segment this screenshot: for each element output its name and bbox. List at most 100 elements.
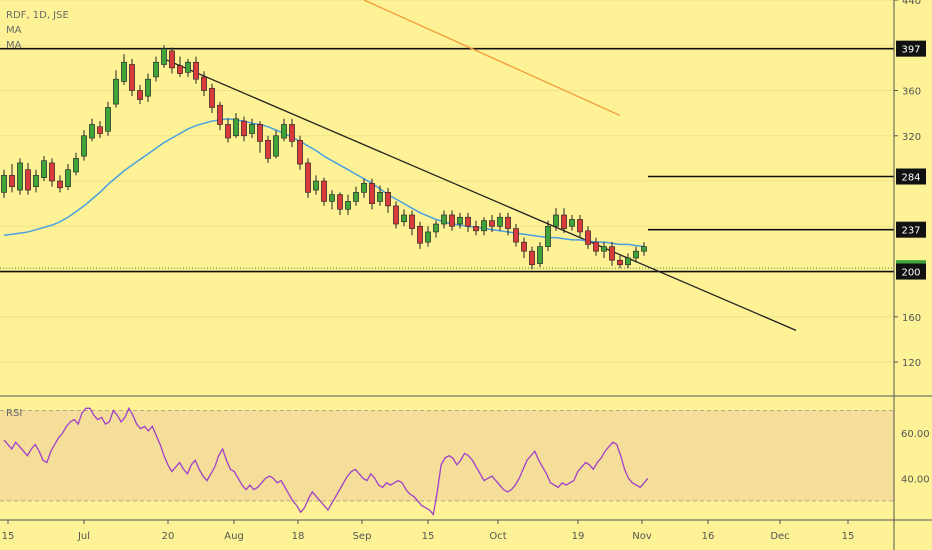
candle-down: [209, 87, 215, 108]
candle-up: [17, 162, 23, 191]
price-tag-label: 397: [901, 45, 920, 56]
candle-down: [177, 65, 183, 74]
time-tick-label: Sep: [353, 531, 372, 542]
time-tick-label: 19: [572, 531, 585, 542]
time-tick-label: 20: [162, 531, 175, 542]
candle-down: [609, 246, 615, 261]
time-tick-label: Nov: [632, 531, 652, 542]
candle-up: [113, 78, 119, 105]
chart-legend: RDF, 1D, JSE MA MA: [6, 8, 69, 53]
candle-up: [481, 220, 487, 232]
candle-down: [9, 175, 15, 187]
candle-down: [369, 182, 375, 204]
candle-down: [489, 220, 495, 227]
candle-up: [313, 180, 319, 191]
price-tag-bg: [896, 221, 926, 238]
candle-down: [305, 162, 311, 193]
candle-up: [65, 169, 71, 187]
candle-down: [201, 76, 207, 91]
candle-down: [193, 61, 199, 80]
candle-up: [33, 175, 39, 187]
candle-up: [633, 250, 639, 259]
price-tag-bg: [896, 40, 926, 57]
candle-up: [361, 182, 367, 193]
candle-down: [385, 192, 391, 207]
rsi-legend[interactable]: RSI: [6, 408, 23, 419]
price-axis[interactable]: 440 360 320 160 120: [894, 0, 921, 369]
candle-down: [129, 64, 135, 91]
candle-up: [105, 107, 111, 132]
price-tick-label: 120: [902, 358, 921, 369]
candle-up: [41, 160, 47, 178]
candle-down: [417, 225, 423, 244]
candle-down: [49, 162, 55, 182]
rsi-axis[interactable]: 60.00 40.00: [901, 429, 930, 485]
legend-symbol[interactable]: RDF, 1D, JSE: [6, 10, 69, 21]
candle-up: [537, 246, 543, 264]
candle-up: [161, 48, 167, 65]
legend-ma-1[interactable]: MA: [6, 25, 22, 36]
candle-up: [401, 214, 407, 223]
candle-up: [233, 118, 239, 137]
legend-ma-2[interactable]: MA: [6, 40, 22, 51]
price-pane-bg: [0, 0, 894, 396]
candle-down: [25, 169, 31, 191]
candle-down: [57, 180, 63, 189]
candle-down: [529, 250, 535, 266]
candle-up: [433, 223, 439, 233]
candle-up: [185, 61, 191, 73]
time-tick-label: 16: [702, 531, 715, 542]
candle-down: [265, 139, 271, 159]
time-tick-label: Dec: [770, 531, 789, 542]
trendline: [363, 0, 621, 116]
candle-down: [257, 124, 263, 142]
price-tag-label: 284: [901, 173, 920, 184]
candle-down: [241, 120, 247, 137]
candle-up: [81, 135, 87, 157]
candle-up: [497, 216, 503, 227]
candle-down: [521, 241, 527, 252]
time-tick-label: 15: [842, 531, 855, 542]
candle-up: [145, 78, 151, 97]
candle-down: [225, 124, 231, 139]
time-tick-label: 18: [292, 531, 305, 542]
candle-up: [457, 216, 463, 225]
candle-up: [273, 135, 279, 157]
candle-down: [561, 214, 567, 229]
candle-down: [137, 90, 143, 100]
candle-up: [569, 219, 575, 227]
price-pane: [0, 0, 894, 396]
candle-down: [585, 230, 591, 245]
candle-down: [473, 225, 479, 232]
candle-up: [353, 192, 359, 202]
ma-polyline: [3, 118, 645, 248]
candle-down: [513, 228, 519, 243]
candle-up: [553, 214, 559, 227]
time-tick-label: 15: [422, 531, 435, 542]
candle-up: [1, 175, 7, 193]
candle-up: [601, 246, 607, 252]
rsi-band: [0, 410, 894, 501]
candle-up: [641, 246, 647, 252]
trendlines: [163, 0, 797, 331]
candle-down: [297, 139, 303, 165]
candle-up: [545, 225, 551, 247]
rsi-polyline: [3, 406, 649, 516]
candle-down: [409, 214, 415, 229]
time-tick-label: Oct: [489, 531, 506, 542]
candle-up: [625, 257, 631, 266]
candle-down: [337, 194, 343, 210]
time-axis[interactable]: 15 Jul 20 Aug 18 Sep 15 Oct 19 Nov 16 Dec 15: [2, 520, 855, 542]
candle-up: [249, 124, 255, 134]
price-tag-label: 200: [901, 268, 920, 279]
time-tick-label: Jul: [77, 531, 90, 542]
rsi-pane: [0, 406, 894, 516]
rsi-band-lines: [0, 410, 894, 502]
time-tick-label: 15: [2, 531, 15, 542]
candle-down: [617, 259, 623, 266]
price-tick-label: 160: [902, 313, 921, 324]
candle-up: [281, 124, 287, 139]
candle-down: [505, 216, 511, 229]
candle-up: [121, 61, 127, 82]
